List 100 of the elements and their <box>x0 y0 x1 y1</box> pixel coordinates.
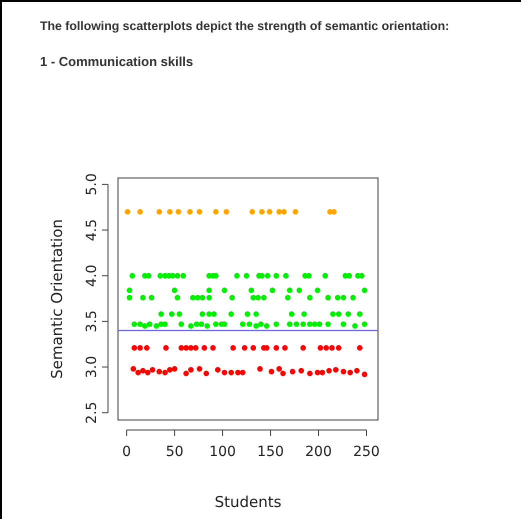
point <box>362 321 368 327</box>
point <box>242 345 248 351</box>
point <box>178 345 184 351</box>
point <box>345 311 352 317</box>
point <box>200 311 206 317</box>
point <box>156 368 162 374</box>
point <box>157 272 164 279</box>
point <box>362 372 368 378</box>
point <box>178 321 184 327</box>
point <box>146 321 152 327</box>
point <box>180 272 186 279</box>
point <box>188 366 194 373</box>
point <box>283 272 289 279</box>
point <box>261 294 267 300</box>
y-tick-label: 4.0 <box>84 264 100 287</box>
point <box>280 370 286 376</box>
point <box>257 366 263 372</box>
point <box>144 345 150 351</box>
point <box>336 311 342 317</box>
point <box>350 294 356 300</box>
point <box>210 345 216 351</box>
point <box>325 294 331 300</box>
point <box>356 311 363 317</box>
point <box>288 311 294 317</box>
point <box>340 321 346 327</box>
point <box>206 311 212 317</box>
point <box>307 370 313 376</box>
point <box>140 368 146 374</box>
y-tick-label: 3.0 <box>84 356 100 378</box>
point <box>126 288 132 294</box>
point <box>340 368 346 374</box>
point <box>137 208 143 215</box>
point <box>286 321 293 327</box>
point <box>282 345 288 351</box>
point <box>270 288 276 294</box>
point <box>154 323 160 329</box>
x-tick-label: 100 <box>209 444 236 460</box>
x-tick-label: 200 <box>305 444 332 460</box>
point <box>188 323 194 329</box>
x-tick-label: 250 <box>353 444 380 460</box>
point <box>300 321 306 327</box>
point <box>318 345 324 351</box>
point <box>183 370 189 376</box>
point <box>124 208 130 215</box>
point <box>228 311 234 317</box>
point <box>316 321 322 327</box>
point <box>248 288 254 294</box>
point <box>162 370 168 376</box>
point <box>356 345 363 351</box>
point <box>196 208 202 215</box>
y-tick-label: 5.0 <box>84 173 100 196</box>
point <box>340 294 346 300</box>
chart-title: The following scatterplots depict the strength of semantic orientation: <box>40 19 450 33</box>
point <box>292 208 298 215</box>
chart-subtitle: 1 - Communication skills <box>40 54 194 69</box>
point <box>347 370 353 376</box>
point <box>211 311 217 317</box>
point <box>274 345 280 351</box>
point <box>206 288 212 294</box>
point <box>334 294 341 300</box>
point <box>158 311 164 317</box>
point <box>325 321 331 327</box>
point <box>330 311 336 317</box>
point <box>240 370 246 376</box>
point <box>268 368 274 374</box>
point <box>176 311 182 317</box>
point <box>258 321 264 327</box>
point <box>320 370 326 376</box>
x-tick-label: 50 <box>166 444 184 460</box>
y-tick-label: 4.5 <box>84 218 100 242</box>
point <box>286 288 293 294</box>
point <box>300 345 306 351</box>
point <box>167 208 173 215</box>
point <box>137 321 143 327</box>
point <box>176 208 182 215</box>
point <box>204 323 210 329</box>
point <box>307 321 313 327</box>
point <box>285 294 291 300</box>
point <box>329 345 335 351</box>
point <box>314 288 320 294</box>
point <box>266 208 272 215</box>
point <box>150 366 156 373</box>
point <box>336 345 342 351</box>
point <box>352 323 358 329</box>
point <box>230 345 236 351</box>
point <box>130 272 136 279</box>
point <box>200 294 206 300</box>
point <box>198 321 204 327</box>
point <box>253 311 259 317</box>
point <box>130 366 136 372</box>
point <box>190 294 196 300</box>
point <box>244 272 250 279</box>
point <box>224 208 230 215</box>
point <box>132 345 138 351</box>
point <box>183 345 189 351</box>
point <box>137 345 143 351</box>
point <box>274 272 280 279</box>
point <box>276 366 282 372</box>
point <box>194 321 200 327</box>
point <box>194 294 200 300</box>
